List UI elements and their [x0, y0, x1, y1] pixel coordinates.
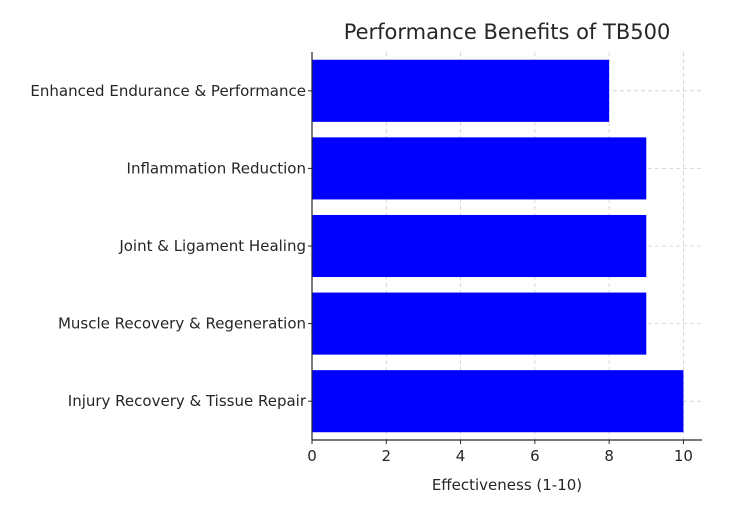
x-tick-label: 2 [382, 447, 392, 465]
axes [308, 52, 702, 444]
bars [312, 59, 684, 433]
x-tick-label: 4 [456, 447, 466, 465]
chart-title: Performance Benefits of TB500 [344, 20, 671, 44]
bar [312, 59, 610, 122]
bar [312, 214, 647, 278]
x-tick-label: 10 [674, 447, 693, 465]
y-tick-label: Enhanced Endurance & Performance [30, 82, 306, 100]
y-tick-label: Joint & Ligament Healing [118, 237, 306, 255]
bar [312, 292, 647, 355]
x-tick-label: 0 [307, 447, 317, 465]
y-tick-labels: Injury Recovery & Tissue Repair Muscle Re… [30, 82, 306, 410]
x-tick-label: 8 [604, 447, 614, 465]
x-axis-label: Effectiveness (1-10) [432, 476, 582, 494]
x-tick-label: 6 [530, 447, 540, 465]
bar [312, 137, 647, 200]
y-tick-label: Injury Recovery & Tissue Repair [68, 392, 307, 410]
y-tick-label: Inflammation Reduction [127, 159, 306, 177]
x-tick-labels: 0 2 4 6 8 10 [307, 447, 693, 465]
bar [312, 370, 684, 433]
y-tick-label: Muscle Recovery & Regeneration [58, 315, 306, 333]
